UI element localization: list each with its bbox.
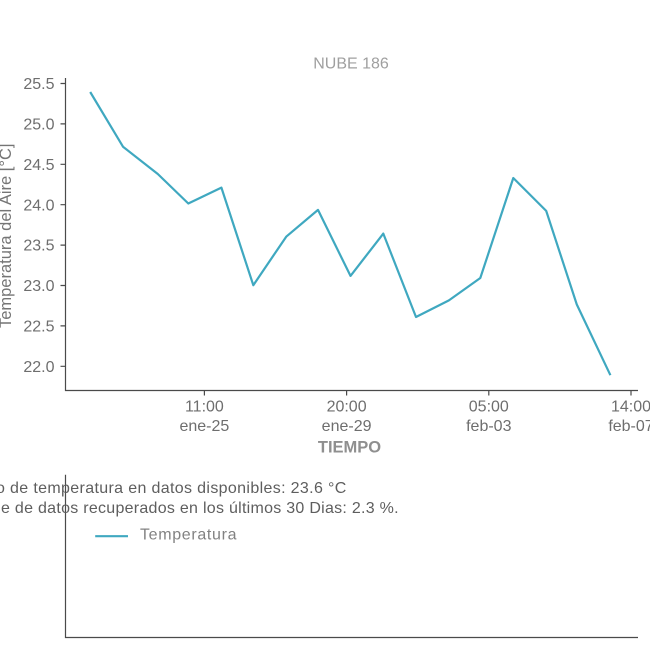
svg-text:22.5: 22.5 [23,319,54,336]
svg-text:23.0: 23.0 [23,278,54,295]
svg-text:05:00: 05:00 [469,399,509,416]
svg-text:NUBE 186: NUBE 186 [313,56,389,73]
svg-text:Temperatura: Temperatura [140,527,237,544]
svg-text:25.5: 25.5 [23,76,54,93]
svg-text:24.5: 24.5 [23,157,54,174]
svg-text:22.0: 22.0 [23,359,54,376]
svg-text:Temperatura del Aire [°C]: Temperatura del Aire [°C] [0,144,15,329]
svg-text:25.0: 25.0 [23,117,54,134]
svg-text:20:00: 20:00 [327,399,367,416]
svg-text:24.0: 24.0 [23,197,54,214]
svg-text:feb-07: feb-07 [608,418,650,435]
svg-text:Porcentaje de datos recuperado: Porcentaje de datos recuperados en los ú… [0,500,399,517]
svg-text:feb-03: feb-03 [466,418,511,435]
svg-text:14:00: 14:00 [611,399,650,416]
svg-text:ene-29: ene-29 [322,418,372,435]
svg-text:ene-25: ene-25 [179,418,229,435]
svg-text:23.5: 23.5 [23,238,54,255]
svg-text:TIEMPO: TIEMPO [318,439,381,457]
svg-text:11:00: 11:00 [185,399,224,416]
svg-text:Promedio de temperatura en dat: Promedio de temperatura en datos disponi… [0,480,346,497]
